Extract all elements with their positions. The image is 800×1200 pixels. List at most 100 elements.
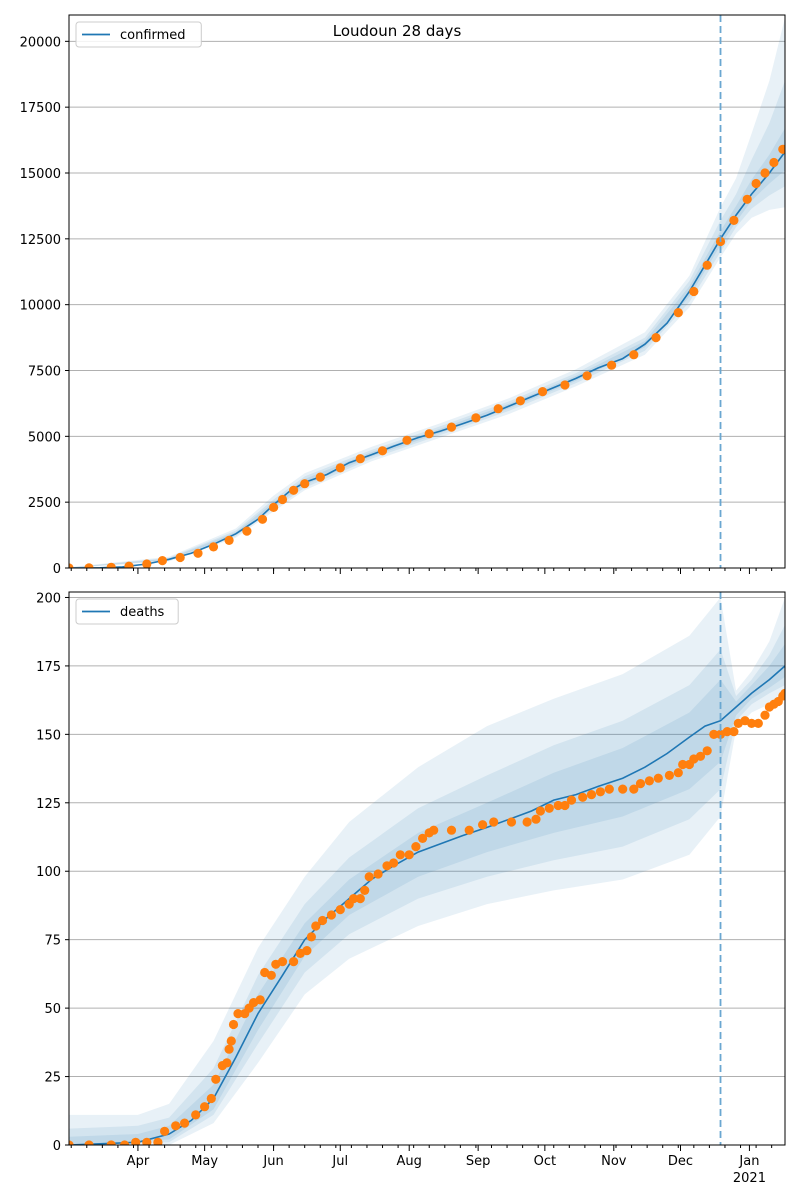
y-tick-label: 2500 [28,496,61,511]
uncertainty-band-outer [69,17,785,568]
observed-point [629,350,639,360]
observed-point [373,869,383,879]
uncertainty-band-middle [69,624,785,1145]
observed-point [255,995,265,1005]
observed-point [191,1110,201,1120]
observed-point [651,333,661,343]
observed-point [535,806,546,816]
observed-point [595,787,606,797]
y-tick-label: 17500 [20,101,61,116]
uncertainty-band-middle [69,80,785,568]
observed-point [424,429,434,439]
x-tick-label: Jun [262,1154,283,1169]
x-tick-label: Oct [534,1154,556,1169]
observed-point [729,727,739,737]
figure-title: Loudoun 28 days [333,22,462,40]
observed-point [242,526,252,536]
observed-point [778,144,785,154]
plot-area [69,17,785,568]
confirmed-panel: 0 2500 5000 7500 10000 12500 15000 17500 20000 co… [20,14,786,577]
observed-point [411,842,421,852]
observed-point [664,770,675,781]
observed-point [200,1102,210,1112]
observed-point [193,548,203,558]
observed-point [300,479,310,489]
x-tick-label: Nov [601,1154,627,1169]
observed-point [395,850,405,860]
observed-point [389,858,399,868]
observed-point [418,833,428,844]
observed-point [582,371,592,381]
x-tick-label: Apr [127,1154,150,1169]
confirmed-legend: confirmed [75,21,202,48]
deaths-median-line [69,665,785,1145]
y-tick-label: 0 [53,562,61,577]
observed-point [142,1137,152,1145]
x-tick-label: Jan [738,1154,759,1169]
observed-point [364,872,374,882]
observed-point [171,1121,181,1131]
deaths-legend: deaths [75,598,179,625]
y-tick-label: 75 [44,934,61,949]
observed-point [175,552,185,563]
observed-point [553,800,563,811]
observed-point [402,435,412,445]
y-tick-label: 15000 [20,167,61,182]
observed-point [69,1140,74,1145]
y-tick-label: 150 [36,728,61,743]
observed-point [629,784,639,794]
observed-point [729,215,739,225]
observed-point [289,957,299,967]
observed-point [266,970,276,980]
observed-point [315,472,325,482]
deaths-panel: 0 25 50 75 100 125 150 175 200 Apr May Jun Jul Aug Sep… [36,591,786,1186]
y-tick-label: 10000 [20,299,61,314]
observed-point [446,422,457,432]
observed-point [429,825,439,835]
observed-point [289,485,299,495]
observed-point [106,562,116,568]
observed-point [206,1093,216,1104]
legend-box [75,21,202,48]
observed-point [120,1140,130,1145]
plot-area [69,597,785,1145]
y-tick-label: 7500 [28,365,61,380]
x-year-label: 2021 [733,1171,766,1186]
observed-point [224,1044,234,1054]
observed-point [747,718,757,729]
observed-point [531,814,541,824]
observed-point [493,404,503,414]
observed-point [604,784,614,794]
y-tick-label: 50 [44,1002,61,1017]
observed-point [317,915,328,926]
observed-point [355,454,365,464]
x-tick-label: Sep [466,1154,491,1169]
observed-point [673,768,683,778]
y-tick-label: 175 [36,660,61,675]
observed-point [277,957,288,967]
observed-point [751,178,761,189]
observed-point [566,795,577,805]
observed-point [335,905,345,915]
observed-point [607,360,617,370]
observed-point [538,387,548,397]
uncertainty-band-inner [69,644,785,1145]
observed-point [233,1009,243,1019]
y-tick-label: 125 [36,797,61,812]
observed-point [404,850,414,860]
observed-point [306,932,316,942]
observed-point [578,792,588,802]
observed-point [769,157,779,168]
observed-point [709,729,719,740]
y-tick-label: 25 [44,1071,61,1086]
observed-point [142,559,152,568]
observed-point [84,563,94,568]
observed-point [702,746,712,756]
observed-point [753,718,763,729]
observed-point [84,1140,94,1145]
observed-point [464,825,474,835]
observed-point [544,803,554,813]
observed-point [131,1137,141,1145]
y-tick-label: 5000 [28,430,61,445]
